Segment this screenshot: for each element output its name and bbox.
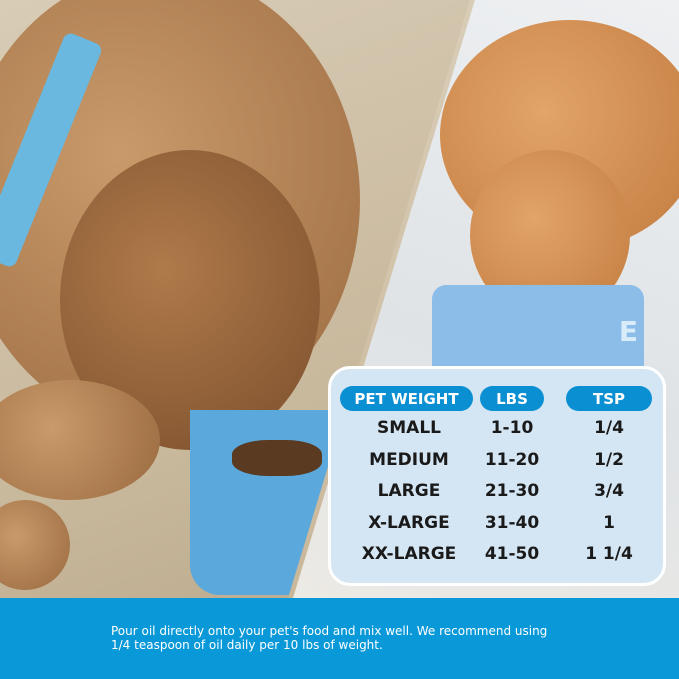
cell-tsp: 1 1/4 <box>585 544 633 564</box>
cell-lbs: 41-50 <box>484 544 540 564</box>
cell-lbs: 11-20 <box>484 450 540 470</box>
instructions-band: Pour oil directly onto your pet's food a… <box>0 598 679 679</box>
cell-lbs: 31-40 <box>484 513 540 533</box>
header-pet-weight: PET WEIGHT <box>340 386 473 411</box>
cell-size: X-LARGE <box>368 513 450 533</box>
cell-tsp: 3/4 <box>594 481 624 501</box>
cell-tsp: 1/4 <box>594 418 624 438</box>
cell-size: LARGE <box>377 481 441 501</box>
cell-size: MEDIUM <box>369 450 449 470</box>
cell-lbs: 21-30 <box>484 481 540 501</box>
bowl-letter: E <box>618 315 638 348</box>
cell-size: XX-LARGE <box>361 544 457 564</box>
dosage-table: PET WEIGHT LBS TSP SMALL 1-10 1/4 MEDIUM… <box>328 366 666 586</box>
cat-bowl: E <box>432 285 644 370</box>
product-photo: E <box>0 0 679 598</box>
cell-size: SMALL <box>377 418 441 438</box>
cell-tsp: 1/2 <box>594 450 624 470</box>
header-lbs: LBS <box>480 386 544 411</box>
cell-lbs: 1-10 <box>490 418 534 438</box>
instructions-line-1: Pour oil directly onto your pet's food a… <box>111 624 548 638</box>
instructions-line-2: 1/4 teaspoon of oil daily per 10 lbs of … <box>111 638 383 652</box>
header-tsp: TSP <box>566 386 652 411</box>
cell-tsp: 1 <box>603 513 615 533</box>
